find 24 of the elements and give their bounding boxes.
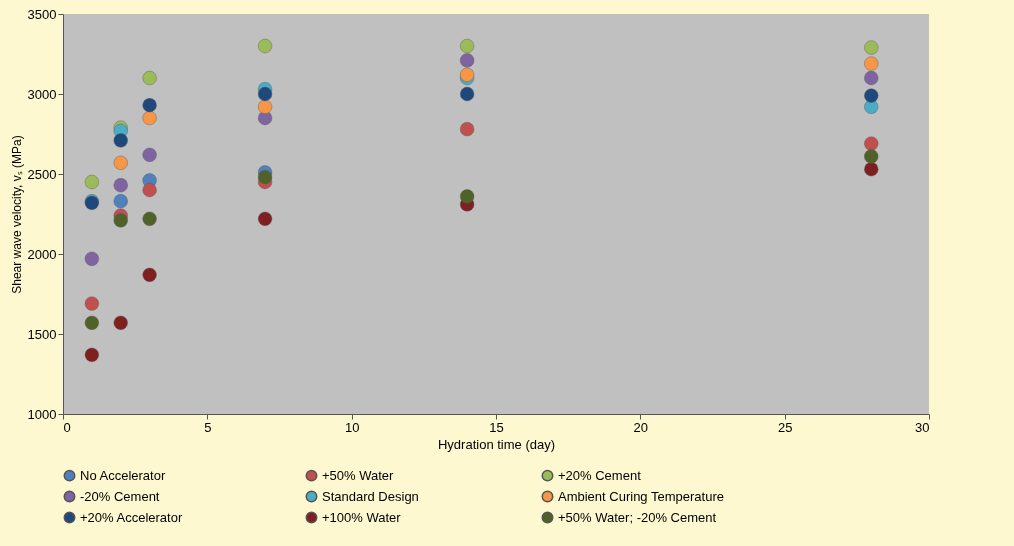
y-axis-title: Shear wave velocity, vₛ (MPa)	[9, 135, 24, 294]
y-tick-label: 1500	[27, 326, 57, 342]
x-tick-label: 5	[204, 419, 212, 435]
legend-label: +50% Water; -20% Cement	[558, 509, 717, 525]
y-tick-label: 1000	[27, 406, 57, 422]
x-tick-label: 0	[63, 419, 71, 435]
legend-label: +100% Water	[322, 509, 402, 525]
legend-label: -20% Cement	[80, 488, 160, 504]
y-tick-label: 3500	[27, 6, 57, 22]
x-axis-title: Hydration time (day)	[437, 436, 556, 452]
x-tick-label: 15	[489, 419, 504, 435]
x-tick-label: 10	[344, 419, 360, 435]
legend-label: +20% Accelerator	[80, 509, 183, 525]
x-tick-label: 25	[777, 419, 793, 435]
y-tick-label: 2500	[27, 166, 57, 182]
legend-label: Standard Design	[322, 488, 419, 504]
legend-label: +20% Cement	[558, 467, 642, 483]
x-tick-label: 20	[633, 419, 649, 435]
y-tick-label: 2000	[27, 246, 57, 262]
legend-label: No Accelerator	[80, 467, 166, 483]
x-tick-label: 30	[915, 419, 930, 435]
legend-label: +50% Water	[322, 467, 395, 483]
legend-label: Ambient Curing Temperature	[558, 488, 724, 504]
y-tick-label: 3000	[27, 86, 57, 102]
